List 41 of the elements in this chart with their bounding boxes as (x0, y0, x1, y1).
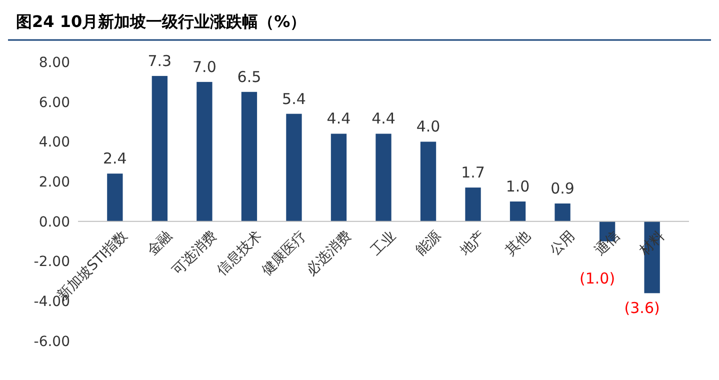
x-tick-label: 通信 (592, 228, 624, 259)
bar (241, 92, 258, 222)
y-tick-label: -2.00 (34, 254, 70, 270)
x-tick-label: 其他 (502, 228, 534, 259)
y-tick-label: 6.00 (38, 94, 70, 111)
bar (286, 114, 302, 222)
data-label: (1.0) (580, 269, 616, 288)
data-label: 4.4 (326, 110, 351, 128)
data-label: 1.7 (461, 164, 485, 182)
data-label: 7.0 (192, 58, 216, 76)
x-tick-label: 工业 (368, 228, 400, 259)
data-label: (3.6) (624, 299, 660, 318)
data-label: 4.0 (416, 118, 440, 136)
data-label: 0.9 (550, 179, 574, 198)
bar (510, 202, 526, 222)
bar (107, 174, 123, 222)
data-label: 2.4 (103, 150, 127, 168)
data-label: 7.3 (148, 52, 172, 70)
bar (376, 134, 392, 222)
y-tick-label: 0.00 (38, 214, 70, 230)
bar (554, 203, 570, 222)
bar (152, 76, 168, 222)
bar (330, 134, 347, 222)
data-label: 1.0 (506, 178, 530, 196)
y-tick-label: 4.00 (38, 134, 70, 151)
y-tick-label: 8.00 (38, 54, 70, 71)
data-label: 4.4 (372, 110, 396, 128)
x-tick-label: 材料 (636, 228, 668, 260)
data-label: 5.4 (282, 90, 306, 108)
x-tick-label: 地产 (456, 228, 489, 260)
x-tick-label: 金融 (144, 228, 176, 259)
y-tick-label: -6.00 (34, 334, 70, 350)
x-tick-label: 公用 (547, 228, 578, 259)
data-label: 6.5 (237, 68, 262, 86)
bar (465, 188, 481, 222)
y-tick-label: 2.00 (38, 174, 70, 190)
bar (420, 142, 436, 222)
bar (196, 82, 212, 222)
x-tick-label: 必选消费 (304, 228, 354, 279)
chart-title: 图24 10月新加坡一级行业涨跌幅（%） (16, 12, 306, 31)
x-tick-label: 能源 (412, 228, 444, 259)
